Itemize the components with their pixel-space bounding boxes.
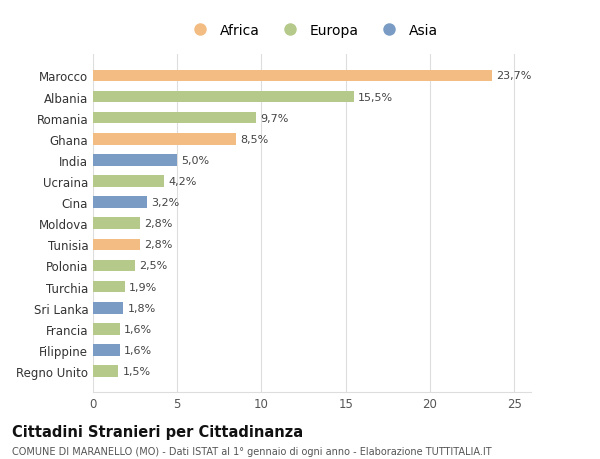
- Bar: [93, 302, 124, 314]
- Bar: [93, 70, 492, 82]
- Bar: [93, 218, 140, 230]
- Text: 2,5%: 2,5%: [139, 261, 167, 271]
- Bar: [93, 281, 125, 293]
- Text: 1,6%: 1,6%: [124, 324, 152, 334]
- Text: Cittadini Stranieri per Cittadinanza: Cittadini Stranieri per Cittadinanza: [12, 425, 303, 440]
- Text: COMUNE DI MARANELLO (MO) - Dati ISTAT al 1° gennaio di ogni anno - Elaborazione : COMUNE DI MARANELLO (MO) - Dati ISTAT al…: [12, 446, 491, 456]
- Text: 3,2%: 3,2%: [151, 198, 179, 207]
- Text: 1,8%: 1,8%: [128, 303, 156, 313]
- Text: 2,8%: 2,8%: [145, 219, 173, 229]
- Bar: [93, 134, 236, 145]
- Legend: Africa, Europa, Asia: Africa, Europa, Asia: [181, 18, 443, 43]
- Text: 9,7%: 9,7%: [260, 113, 289, 123]
- Text: 2,8%: 2,8%: [145, 240, 173, 250]
- Text: 8,5%: 8,5%: [241, 134, 269, 145]
- Bar: [93, 112, 256, 124]
- Bar: [93, 197, 147, 208]
- Bar: [93, 260, 135, 272]
- Bar: [93, 155, 177, 166]
- Text: 1,6%: 1,6%: [124, 345, 152, 355]
- Text: 5,0%: 5,0%: [181, 156, 209, 166]
- Text: 4,2%: 4,2%: [168, 177, 196, 187]
- Bar: [93, 323, 120, 335]
- Bar: [93, 344, 120, 356]
- Bar: [93, 239, 140, 251]
- Text: 1,9%: 1,9%: [129, 282, 157, 292]
- Bar: [93, 176, 164, 187]
- Bar: [93, 365, 118, 377]
- Bar: [93, 91, 354, 103]
- Text: 23,7%: 23,7%: [496, 71, 532, 81]
- Text: 15,5%: 15,5%: [358, 92, 394, 102]
- Text: 1,5%: 1,5%: [122, 366, 151, 376]
